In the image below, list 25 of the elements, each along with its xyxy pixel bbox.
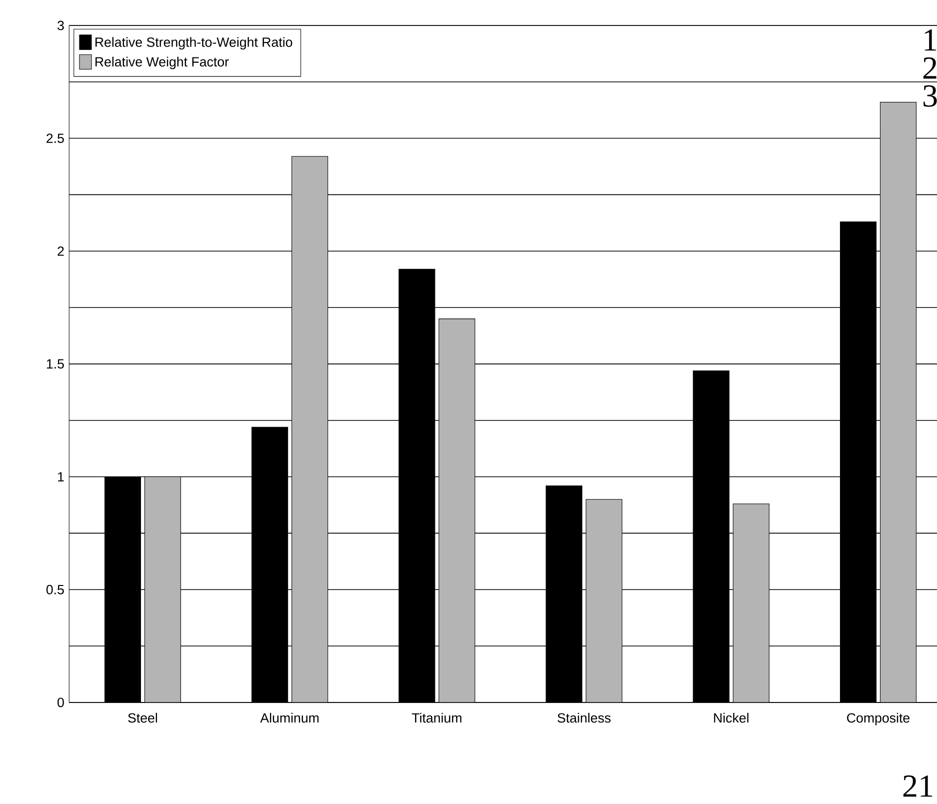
x-tick-label: Composite — [847, 712, 910, 726]
x-tick-label: Stainless — [558, 712, 611, 723]
y-tick-label: 0.5 — [46, 584, 64, 594]
annotation: 3 — [924, 85, 937, 107]
annotation: 2 — [923, 57, 936, 79]
y-tick-label: 1.5 — [46, 359, 64, 369]
annotation: 1 — [924, 29, 936, 51]
bar — [586, 499, 622, 702]
x-tick-label: Aluminum — [260, 712, 319, 723]
y-tick-label: 2 — [58, 246, 64, 256]
y-tick-label: 2.5 — [46, 134, 64, 143]
x-tick-label: Steel — [128, 712, 157, 723]
bar — [292, 156, 328, 702]
legend-label: Relative Weight Factor — [95, 56, 229, 70]
x-tick-label: Titanium — [412, 712, 462, 723]
y-tick-label: 1 — [58, 472, 64, 482]
legend-label: Relative Strength-to-Weight Ratio — [95, 37, 292, 50]
text: 21 — [903, 775, 932, 797]
bar — [880, 102, 917, 702]
bar — [438, 318, 475, 702]
y-tick-label: 3 — [58, 20, 64, 30]
y-tick-label: 0 — [58, 698, 64, 708]
x-tick-label: Nickel — [714, 712, 748, 723]
bar — [144, 476, 181, 702]
bar — [733, 504, 770, 702]
